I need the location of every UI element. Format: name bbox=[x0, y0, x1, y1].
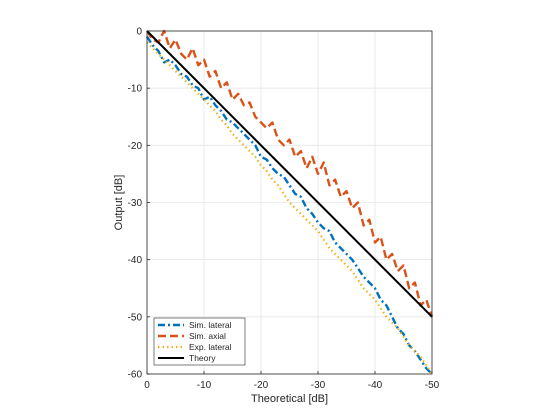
y-tick-label: -10 bbox=[128, 84, 143, 95]
x-tick-label: -50 bbox=[425, 380, 440, 391]
legend-label: Theory bbox=[189, 353, 216, 363]
y-tick-label: -40 bbox=[128, 255, 143, 266]
legend-label: Sim. lateral bbox=[189, 320, 232, 330]
y-tick-label: -60 bbox=[128, 370, 143, 381]
grid bbox=[146, 30, 433, 375]
x-tick-label: -10 bbox=[197, 380, 212, 391]
series-line-4 bbox=[146, 30, 433, 318]
y-tick-label: -20 bbox=[128, 141, 143, 152]
legend-label: Sim. axial bbox=[189, 331, 226, 341]
series-line-2 bbox=[145, 29, 434, 318]
ticks: 0 -10 -20 -30 -40 -50 0 -10 -20 -30 -40 -50 -60 bbox=[128, 27, 440, 392]
y-tick-label: -50 bbox=[128, 312, 143, 323]
y-tick-label: 0 bbox=[136, 27, 142, 38]
x-axis-label: Theoretical [dB] bbox=[251, 393, 328, 405]
series-layer bbox=[145, 29, 434, 375]
x-tick-label: 0 bbox=[144, 380, 150, 391]
x-tick-label: -20 bbox=[254, 380, 269, 391]
x-tick-label: -40 bbox=[368, 380, 383, 391]
legend-label: Exp. lateral bbox=[189, 342, 232, 352]
y-axis-label: Output [dB] bbox=[113, 175, 125, 231]
y-tick-label: -30 bbox=[128, 198, 143, 209]
x-tick-label: -30 bbox=[311, 380, 326, 391]
